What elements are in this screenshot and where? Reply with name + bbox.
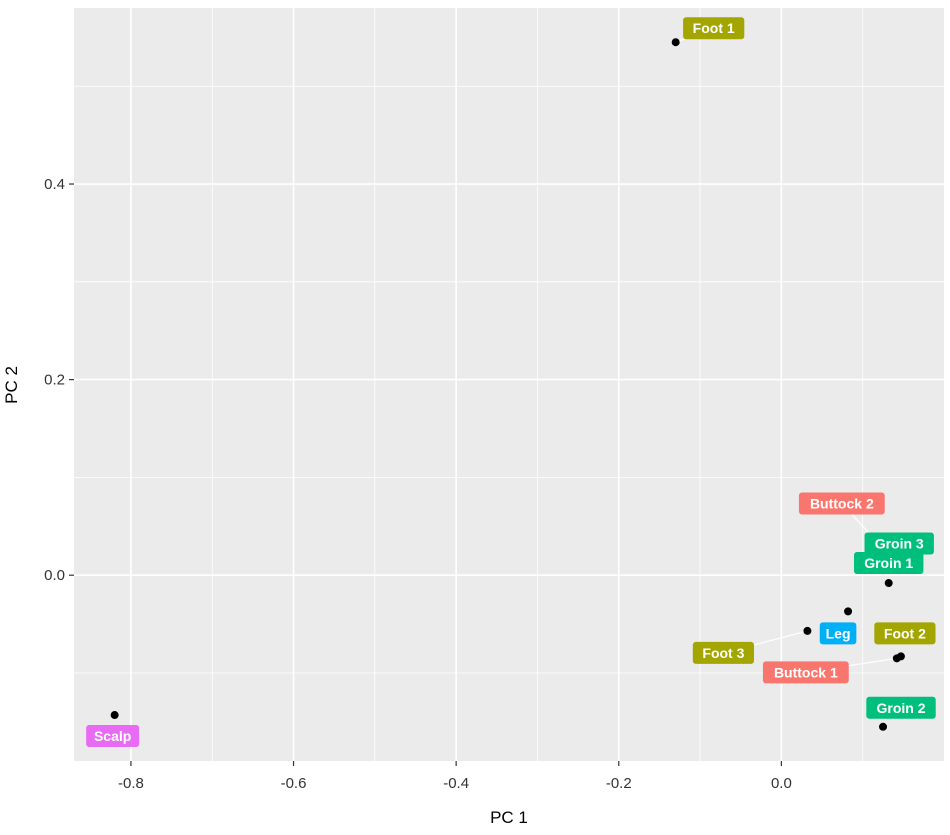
label-box-foot-1 — [683, 17, 745, 40]
x-tick-label: -0.2 — [606, 775, 632, 792]
label-text-leg: Leg — [826, 625, 851, 641]
label-text-groin-3: Groin 3 — [875, 535, 924, 551]
point-buttock-1 — [892, 654, 901, 663]
label-text-groin-1: Groin 1 — [864, 555, 913, 571]
label-text-foot-2: Foot 2 — [884, 625, 926, 641]
x-tick-label: 0.0 — [771, 775, 792, 792]
minor-grid — [74, 8, 944, 761]
label-text-groin-2: Groin 2 — [877, 700, 926, 716]
label-foot-2: Foot 2 — [874, 622, 936, 645]
label-box-groin-3 — [864, 532, 934, 555]
y-tick-label: 0.4 — [44, 176, 65, 193]
label-foot-1: Foot 1 — [683, 17, 745, 40]
point-scalp — [110, 711, 119, 720]
label-text-buttock-2: Buttock 2 — [810, 495, 874, 511]
plot-panel — [74, 8, 944, 761]
label-groin-1: Groin 1 — [854, 552, 924, 575]
x-axis-title: PC 1 — [490, 808, 528, 827]
label-foot-3: Foot 3 — [692, 641, 755, 664]
point-foot-3 — [803, 626, 812, 635]
label-box-scalp — [86, 725, 140, 748]
point-groin-1 — [884, 579, 893, 588]
point-labels: Foot 1 Scalp Buttock 2 Groin 3 Groin 1 Leg Foo… — [86, 17, 936, 748]
point-foot-1 — [671, 38, 680, 47]
x-tick-label: -0.8 — [118, 775, 144, 792]
label-groin-3: Groin 3 — [864, 532, 934, 555]
label-box-foot-3 — [692, 641, 755, 664]
label-box-buttock-1 — [762, 661, 849, 684]
y-axis: 0.0 0.2 0.4 — [44, 176, 74, 584]
label-box-leg — [819, 622, 857, 645]
label-text-buttock-1: Buttock 1 — [774, 664, 838, 680]
label-buttock-1: Buttock 1 — [762, 661, 849, 684]
label-box-foot-2 — [874, 622, 936, 645]
label-text-foot-3: Foot 3 — [702, 645, 744, 661]
point-leg — [844, 607, 853, 616]
point-groin-2 — [879, 722, 888, 731]
x-axis: -0.8 -0.6 -0.4 -0.2 0.0 — [118, 761, 792, 792]
major-grid — [74, 8, 944, 761]
label-text-foot-1: Foot 1 — [693, 20, 735, 36]
label-leg: Leg — [819, 622, 857, 645]
label-text-scalp: Scalp — [94, 728, 131, 744]
y-axis-title: PC 2 — [2, 366, 21, 404]
y-tick-label: 0.0 — [44, 567, 65, 584]
x-tick-label: -0.6 — [281, 775, 307, 792]
label-buttock-2: Buttock 2 — [798, 492, 885, 515]
label-box-buttock-2 — [798, 492, 885, 515]
y-tick-label: 0.2 — [44, 372, 65, 389]
x-tick-label: -0.4 — [443, 775, 469, 792]
label-scalp: Scalp — [86, 725, 140, 748]
label-box-groin-1 — [854, 552, 924, 575]
label-groin-2: Groin 2 — [866, 696, 936, 719]
label-box-groin-2 — [866, 696, 936, 719]
